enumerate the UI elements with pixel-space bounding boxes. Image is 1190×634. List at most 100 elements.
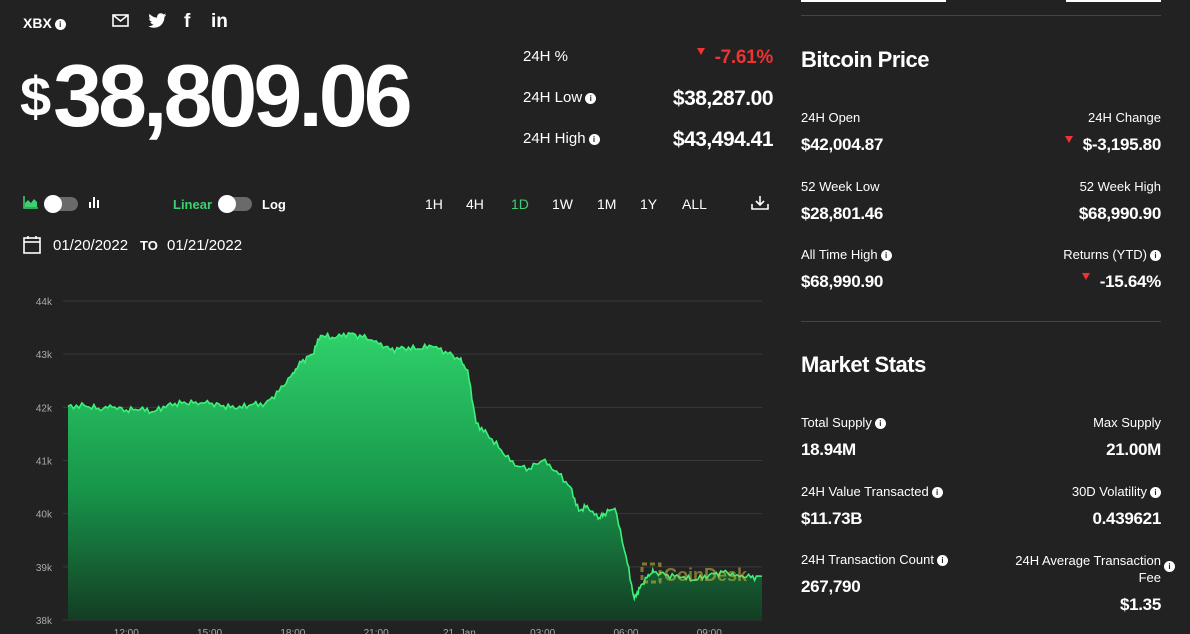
ticker-symbol: XBX — [23, 15, 52, 31]
bitcoin-price-title: Bitcoin Price — [801, 47, 929, 72]
ytd-amount: -15.64% — [1099, 272, 1162, 291]
down-arrow-icon — [1081, 273, 1090, 280]
linkedin-icon[interactable]: in — [211, 11, 228, 32]
range-button-1h[interactable]: 1H — [425, 196, 443, 212]
coindesk-watermark: CoinDesk — [640, 562, 748, 585]
ticker-label: XBX i — [23, 15, 66, 31]
volatility-label: 30D Volatility i — [1072, 484, 1161, 499]
area-chart-icon[interactable] — [23, 195, 39, 209]
stat-value: $43,494.41 — [672, 128, 774, 151]
info-icon[interactable]: i — [880, 250, 892, 262]
range-button-1d[interactable]: 1D — [511, 196, 529, 212]
high-label: 24H High — [523, 130, 586, 147]
price-line — [67, 331, 763, 602]
y-tick-label: 39k — [36, 563, 53, 574]
log-scale-label[interactable]: Log — [262, 197, 286, 212]
price-area — [68, 332, 762, 620]
linear-scale-label[interactable]: Linear — [173, 197, 213, 212]
value-transacted-value: $11.73B — [801, 509, 863, 528]
ytd-label: Returns (YTD) i — [1063, 247, 1161, 262]
change-amount: $-3,195.80 — [1082, 135, 1162, 154]
fee-label-line-2: Fee i — [1015, 561, 1175, 586]
x-tick-label: 18:00 — [280, 628, 305, 634]
chart-type-toggle[interactable] — [44, 195, 78, 213]
total-supply-value: 18.94M — [801, 440, 856, 459]
open-value: $42,004.87 — [801, 135, 884, 154]
range-button-1w[interactable]: 1W — [552, 196, 573, 212]
y-tick-label: 44k — [36, 297, 53, 308]
x-tick-label: 06:00 — [613, 628, 638, 634]
toggle-knob — [218, 195, 236, 213]
ath-value: $68,990.90 — [801, 272, 884, 291]
twitter-icon[interactable] — [148, 13, 167, 29]
cropped-header — [801, 0, 1161, 5]
range-button-1y[interactable]: 1Y — [640, 196, 658, 212]
date-to-separator: TO — [140, 238, 158, 253]
y-tick-label: 41k — [36, 457, 53, 468]
stat-label: 24H % — [523, 48, 569, 65]
download-icon[interactable] — [751, 195, 769, 211]
email-icon[interactable] — [112, 14, 130, 28]
info-icon[interactable]: i — [1150, 487, 1161, 499]
stat-label: 24H Low i — [523, 89, 597, 106]
tx-count-label-text: 24H Transaction Count — [801, 552, 934, 567]
x-tick-label: 12:00 — [114, 628, 139, 634]
y-tick-label: 42k — [36, 403, 53, 414]
calendar-icon[interactable] — [23, 235, 41, 254]
supply-label-text: Total Supply — [801, 415, 872, 430]
y-axis: 44k 43k 42k 41k 40k 39k 38k — [36, 297, 53, 627]
y-tick-label: 43k — [36, 350, 53, 361]
info-icon[interactable]: i — [54, 18, 66, 30]
52wk-high-label: 52 Week High — [1079, 179, 1161, 194]
scale-toggle[interactable] — [218, 195, 252, 213]
52wk-low-value: $28,801.46 — [801, 204, 884, 223]
info-icon[interactable]: i — [1150, 250, 1161, 262]
value-transacted-label: 24H Value Transacted i — [801, 484, 943, 499]
down-arrow-icon — [696, 48, 705, 55]
down-arrow-icon — [1064, 136, 1073, 143]
facebook-icon[interactable]: f — [184, 11, 191, 32]
low-label: 24H Low — [523, 89, 583, 106]
divider — [801, 321, 1161, 322]
info-icon[interactable]: i — [931, 487, 943, 499]
value-tx-label-text: 24H Value Transacted — [801, 484, 929, 499]
date-to-input[interactable]: 01/21/2022 — [167, 237, 243, 254]
y-tick-label: 38k — [36, 616, 53, 627]
ytd-value: -15.64% — [1081, 272, 1162, 292]
date-from-input[interactable]: 01/20/2022 — [53, 237, 129, 254]
info-icon[interactable]: i — [874, 418, 886, 430]
max-supply-label: Max Supply — [1093, 415, 1161, 430]
volatility-value: 0.439621 — [1092, 509, 1161, 528]
fee-label-line-1: 24H Average Transaction — [1015, 553, 1161, 568]
volatility-label-text: 30D Volatility — [1071, 484, 1147, 499]
range-button-all[interactable]: ALL — [682, 196, 707, 212]
total-supply-label: Total Supply i — [801, 415, 886, 430]
avg-fee-label: 24H Average Transaction Fee i — [1015, 552, 1175, 586]
open-label: 24H Open — [801, 110, 861, 125]
stat-24h-percent: 24H % -7.61% — [523, 47, 773, 69]
info-icon[interactable]: i — [588, 133, 600, 145]
info-icon[interactable]: i — [1164, 561, 1175, 572]
x-axis: 12:00 15:00 18:00 21:00 21. Jan 03:00 06:00 09:… — [114, 628, 722, 634]
fee-label-text: Fee — [1138, 570, 1161, 585]
watermark-text: CoinDesk — [664, 565, 748, 585]
tx-count-label: 24H Transaction Count i — [801, 552, 948, 567]
ath-label-text: All Time High — [801, 247, 878, 262]
bar-chart-icon[interactable] — [88, 195, 102, 209]
info-icon[interactable]: i — [936, 555, 948, 567]
range-button-1m[interactable]: 1M — [597, 196, 617, 212]
stat-value: -7.61% — [696, 47, 773, 69]
divider — [801, 15, 1161, 16]
avg-fee-value: $1.35 — [1119, 595, 1161, 614]
dollar-sign: $ — [20, 65, 52, 128]
x-tick-label: 21:00 — [364, 628, 389, 634]
price-chart[interactable]: 44k 43k 42k 41k 40k 39k 38k 12:00 15:00 18:00 21:… — [0, 290, 770, 634]
ath-label: All Time High i — [801, 247, 892, 262]
range-button-4h[interactable]: 4H — [466, 196, 484, 212]
stat-label: 24H High i — [523, 130, 600, 147]
price-value: 38,809.06 — [53, 46, 412, 145]
info-icon[interactable]: i — [585, 92, 597, 104]
x-tick-label: 03:00 — [530, 628, 555, 634]
x-tick-label: 21. Jan — [443, 628, 476, 634]
stat-24h-low: 24H Low i $38,287.00 — [523, 87, 774, 111]
